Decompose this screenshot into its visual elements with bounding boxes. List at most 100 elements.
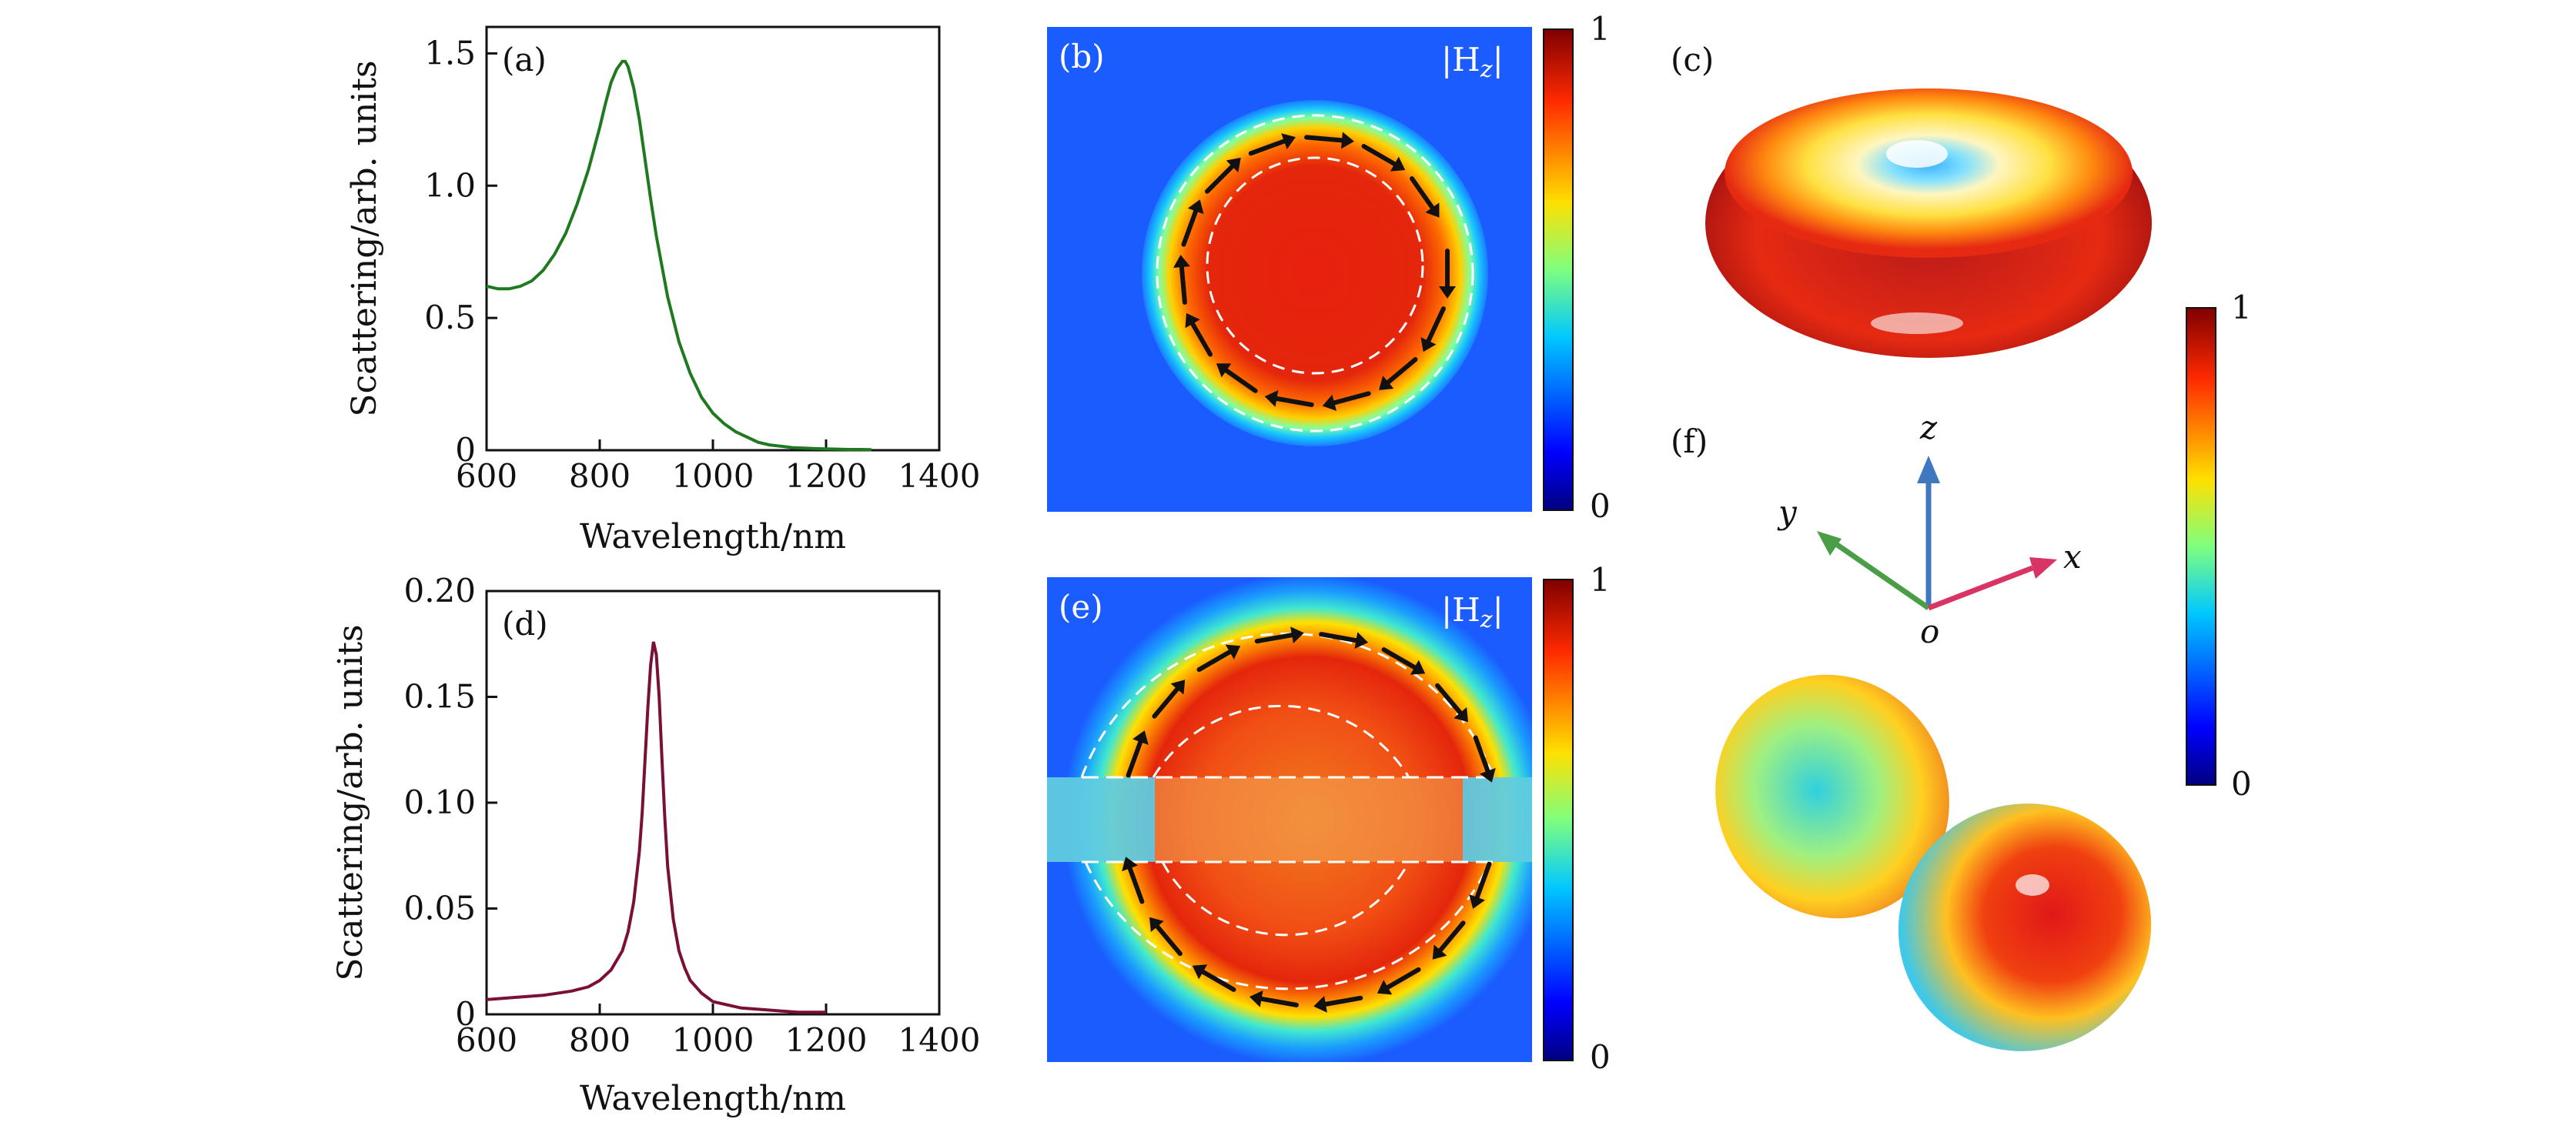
current-e-arrowhead-7: [1480, 767, 1496, 783]
x-axis-label: x: [2063, 538, 2082, 576]
panel-label-c: (c): [1671, 41, 1714, 78]
current-e-arrow-14: [1152, 920, 1183, 957]
colorbar-right-gradient: [2186, 307, 2216, 786]
y-axis-label-a: Scattering/arb. units: [345, 60, 384, 416]
torus-hole: [1886, 140, 1948, 168]
current-e-arrowhead-6: [1454, 707, 1468, 723]
y-axis-label-d: Scattering/arb. units: [331, 624, 370, 980]
current-e-arrowhead-0: [1132, 730, 1149, 745]
y-tick-label-d-0: 0: [455, 995, 476, 1033]
dumbbell-highlight: [2016, 874, 2049, 896]
panel-e-fieldmap: (e) |Hz|: [1047, 577, 1532, 1062]
y-tick-label-a-2: 1.0: [424, 166, 476, 204]
series-line-a: [486, 59, 871, 452]
current-e-arrow-5: [1381, 647, 1421, 673]
current-b-arrowhead-9: [1226, 157, 1241, 172]
field-label-e-text: |H: [1441, 591, 1480, 629]
current-e-arrow-0: [1126, 735, 1145, 778]
inner-boundary-e-top: [1152, 704, 1410, 778]
y-tick-label-d-2: 0.10: [403, 783, 476, 821]
current-e-arrow-6: [1435, 683, 1466, 719]
y-axis-head: [1817, 531, 1842, 556]
y-tick-label-d-3: 0.15: [403, 678, 476, 716]
series-line-d: [486, 641, 826, 1014]
plot-frame-d: [485, 590, 941, 1016]
colorbar-e: 1 0: [1543, 561, 1611, 1076]
current-arrows-b: [1173, 132, 1456, 411]
current-b-arrow-5: [1220, 365, 1258, 393]
field-label-e: |Hz|: [1441, 591, 1504, 633]
current-b-arrowhead-10: [1281, 133, 1296, 149]
current-b-arrowhead-4: [1264, 390, 1279, 407]
panel-label-e: (e): [1059, 588, 1103, 626]
x-axis-arrow: [1927, 565, 2034, 611]
current-b-arrowhead-11: [1341, 132, 1354, 149]
current-e-arrowhead-4: [1354, 632, 1369, 649]
current-e-arrowhead-10: [1377, 980, 1393, 995]
colorbar-e-min: 0: [1590, 1038, 1611, 1076]
inner-boundary-e-bottom: [1161, 861, 1410, 937]
panel-f: (f) z y x o: [1671, 409, 2152, 1051]
panel-label-b: (b): [1059, 38, 1105, 75]
current-e-arrowhead-14: [1149, 917, 1164, 932]
y-tick-label-a-1: 0.5: [424, 299, 476, 336]
current-b-arrow-3: [1327, 391, 1371, 406]
fieldmap-e-gap-edge-r: [1463, 777, 1532, 862]
ticks-a: 600 800 1000 1200 1400 0 0.5 1.0 1.5: [424, 34, 980, 495]
current-b-arrowhead-6: [1185, 312, 1200, 329]
current-e-arrow-4: [1319, 632, 1363, 644]
x-tick-label-a-1: 800: [569, 457, 631, 495]
current-b-arrowhead-13: [1425, 202, 1440, 218]
current-b-arrowhead-0: [1439, 286, 1456, 299]
x-tick-label-a-0: 600: [456, 457, 517, 495]
current-e-arrow-9: [1435, 920, 1466, 957]
current-b-arrow-2: [1382, 357, 1418, 388]
current-b-arrowhead-5: [1216, 363, 1232, 378]
current-b-arrowhead-1: [1420, 337, 1437, 352]
colorbar-b-min: 0: [1590, 487, 1611, 525]
current-e-arrow-11: [1319, 995, 1363, 1007]
x-tick-label-a-3: 1200: [785, 457, 868, 495]
current-b-arrowhead-2: [1379, 376, 1394, 390]
dumbbell-lobe-left: [1715, 674, 1949, 919]
current-arrows-e: [1122, 626, 1496, 1013]
current-e-arrowhead-8: [1469, 894, 1485, 909]
current-e-arrow-7: [1473, 735, 1492, 778]
current-b-arrow-6: [1188, 317, 1213, 357]
current-e-arrowhead-13: [1192, 964, 1208, 980]
current-b-arrow-9: [1204, 160, 1238, 194]
plot-frame-a: [485, 25, 941, 452]
dumbbell-pattern: [1715, 674, 2152, 1051]
panel-a-chart: 600 800 1000 1200 1400 0 0.5 1.0 1.5 (a) Wavelen…: [345, 25, 980, 556]
current-e-arrow-12: [1254, 995, 1299, 1007]
panel-c-torus: (c): [1671, 41, 2152, 358]
outer-boundary-e-bottom: [1084, 861, 1491, 990]
current-e-arrow-2: [1196, 647, 1236, 673]
current-b-arrow-1: [1423, 306, 1446, 348]
x-tick-label-d-4: 1400: [898, 1021, 981, 1059]
current-b-arrow-4: [1270, 395, 1314, 407]
current-e-arrow-8: [1473, 861, 1492, 904]
field-label-b-sub: z: [1480, 56, 1493, 83]
current-b-arrow-12: [1361, 144, 1401, 169]
axes-triad: z y x o: [1777, 409, 2082, 650]
y-axis-arrow: [1825, 535, 1930, 610]
origin-label: o: [1920, 613, 1939, 650]
field-label-b-close: |: [1493, 41, 1504, 78]
inner-boundary-b: [1206, 156, 1424, 375]
x-tick-label-d-0: 600: [456, 1021, 517, 1059]
x-tick-label-a-2: 1000: [672, 457, 754, 495]
current-e-arrow-1: [1152, 683, 1183, 719]
y-tick-label-d-1: 0.05: [403, 890, 476, 927]
x-axis-label-d: Wavelength/nm: [580, 1079, 846, 1118]
current-e-arrow-10: [1381, 967, 1421, 992]
current-b-arrowhead-8: [1187, 199, 1204, 215]
field-label-b-text: |H: [1441, 41, 1480, 78]
current-b-arrow-13: [1409, 176, 1437, 214]
current-e-arrowhead-2: [1225, 644, 1241, 660]
colorbar-right-max: 1: [2231, 289, 2252, 326]
y-axis-label: y: [1777, 493, 1798, 531]
current-e-arrowhead-1: [1170, 680, 1186, 695]
